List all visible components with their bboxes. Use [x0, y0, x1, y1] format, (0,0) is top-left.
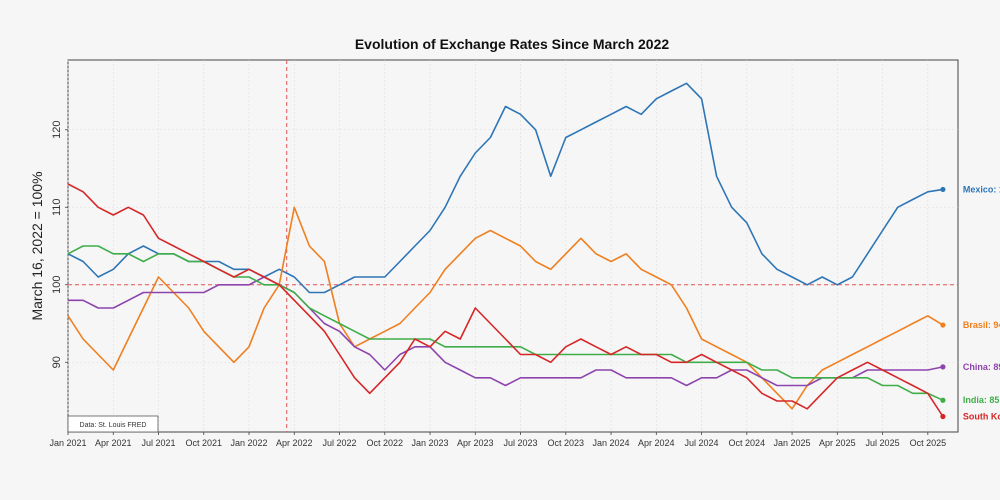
x-tick-label: Oct 2023: [548, 438, 585, 448]
x-tick-label: Jul 2022: [323, 438, 357, 448]
x-tick-label: Apr 2023: [457, 438, 494, 448]
x-tick-label: Apr 2022: [276, 438, 313, 448]
series-end-label-brasil: Brasil: 94.8%: [963, 320, 1000, 330]
x-tick-label: Jan 2022: [230, 438, 267, 448]
x-tick-label: Jan 2024: [593, 438, 630, 448]
series-end-label-china: China: 89.4%: [963, 362, 1000, 372]
series-end-label-india: India: 85.1%: [963, 395, 1000, 405]
series-end-point-mexico: [940, 186, 946, 193]
source-note: Data: St. Louis FRED: [67, 415, 159, 433]
series-line-south-korea: [67, 183, 944, 417]
series-line-mexico: [67, 82, 944, 294]
x-tick-label: Jul 2024: [685, 438, 719, 448]
series-end-point-south-korea: [940, 413, 946, 420]
series-end-point-india: [940, 397, 946, 403]
x-tick-label: Apr 2025: [819, 438, 856, 448]
x-tick-label: Jul 2025: [866, 438, 900, 448]
x-tick-label: Jan 2023: [412, 438, 449, 448]
series-line-china: [68, 276, 944, 387]
x-tick-label: Apr 2024: [638, 438, 675, 448]
x-tick-label: Apr 2021: [95, 438, 132, 448]
y-tick-label: 120: [51, 121, 63, 139]
series-line-brasil: [67, 206, 944, 410]
x-tick-label: Oct 2025: [910, 438, 947, 448]
series-end-label-mexico: Mexico: 112.3%: [963, 184, 1000, 194]
series-end-point-china: [940, 364, 946, 370]
chart-title: Evolution of Exchange Rates Since March …: [355, 36, 670, 52]
y-tick-label: 110: [51, 198, 63, 216]
x-tick-label: Oct 2021: [185, 438, 222, 448]
x-tick-label: Oct 2022: [367, 438, 404, 448]
plot-area: [67, 59, 959, 433]
y-axis-label: March 16, 2022 = 100%: [29, 171, 45, 320]
x-tick-label: Oct 2024: [729, 438, 766, 448]
series-end-label-south-korea: South Korea: 83: [963, 412, 1000, 422]
x-tick-label: Jan 2025: [774, 438, 811, 448]
y-tick-label: 100: [51, 276, 63, 294]
x-tick-label: Jul 2021: [141, 438, 175, 448]
source-text: Data: St. Louis FRED: [80, 422, 147, 429]
y-tick-label: 90: [51, 356, 63, 368]
x-tick-label: Jan 2021: [49, 438, 86, 448]
x-tick-label: Jul 2023: [504, 438, 538, 448]
series-end-point-brasil: [940, 322, 946, 328]
